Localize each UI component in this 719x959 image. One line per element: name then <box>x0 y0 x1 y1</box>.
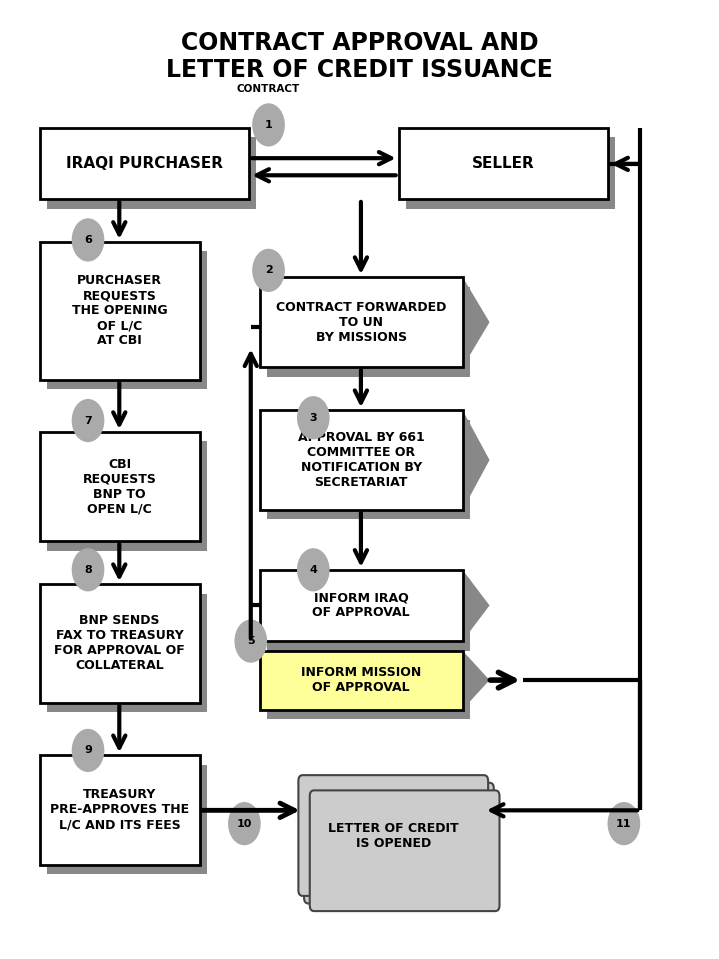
FancyBboxPatch shape <box>47 764 206 874</box>
Circle shape <box>73 219 104 261</box>
Text: CONTRACT FORWARDED
TO UN
BY MISSIONS: CONTRACT FORWARDED TO UN BY MISSIONS <box>276 301 446 343</box>
Circle shape <box>253 249 284 292</box>
Polygon shape <box>462 650 490 710</box>
Text: SELLER: SELLER <box>472 156 535 171</box>
FancyBboxPatch shape <box>310 790 500 911</box>
FancyBboxPatch shape <box>47 594 206 713</box>
FancyBboxPatch shape <box>260 410 462 510</box>
FancyBboxPatch shape <box>304 783 494 903</box>
Text: BNP SENDS
FAX TO TREASURY
FOR APPROVAL OF
COLLATERAL: BNP SENDS FAX TO TREASURY FOR APPROVAL O… <box>54 615 185 672</box>
Circle shape <box>608 803 639 845</box>
Text: INFORM IRAQ
OF APPROVAL: INFORM IRAQ OF APPROVAL <box>313 592 410 620</box>
Polygon shape <box>462 410 490 510</box>
FancyBboxPatch shape <box>267 579 470 650</box>
Text: 3: 3 <box>309 412 317 423</box>
Text: 11: 11 <box>616 819 631 829</box>
Text: CBI
REQUESTS
BNP TO
OPEN L/C: CBI REQUESTS BNP TO OPEN L/C <box>83 457 157 516</box>
Circle shape <box>253 104 284 146</box>
FancyBboxPatch shape <box>298 775 488 896</box>
Text: CONTRACT APPROVAL AND
LETTER OF CREDIT ISSUANCE: CONTRACT APPROVAL AND LETTER OF CREDIT I… <box>166 31 553 82</box>
FancyBboxPatch shape <box>40 584 200 703</box>
FancyBboxPatch shape <box>260 570 462 642</box>
Text: PURCHASER
REQUESTS
THE OPENING
OF L/C
AT CBI: PURCHASER REQUESTS THE OPENING OF L/C AT… <box>72 274 168 347</box>
Text: 8: 8 <box>84 565 92 574</box>
Text: 2: 2 <box>265 266 273 275</box>
Text: INFORM MISSION
OF APPROVAL: INFORM MISSION OF APPROVAL <box>301 667 421 694</box>
Text: APPROVAL BY 661
COMMITTEE OR
NOTIFICATION BY
SECRETARIAT: APPROVAL BY 661 COMMITTEE OR NOTIFICATIO… <box>298 431 425 489</box>
Circle shape <box>73 730 104 771</box>
FancyBboxPatch shape <box>47 137 257 208</box>
FancyBboxPatch shape <box>40 242 200 380</box>
FancyBboxPatch shape <box>40 755 200 864</box>
Text: IRAQI PURCHASER: IRAQI PURCHASER <box>66 156 223 171</box>
Text: 6: 6 <box>84 235 92 245</box>
Text: 1: 1 <box>265 120 273 129</box>
Text: 10: 10 <box>237 819 252 829</box>
FancyBboxPatch shape <box>260 650 462 710</box>
FancyBboxPatch shape <box>267 287 470 377</box>
Polygon shape <box>462 570 490 642</box>
FancyBboxPatch shape <box>47 441 206 550</box>
Text: 4: 4 <box>309 565 317 574</box>
FancyBboxPatch shape <box>398 128 608 199</box>
Circle shape <box>298 549 329 591</box>
Text: 7: 7 <box>84 415 92 426</box>
FancyBboxPatch shape <box>40 128 249 199</box>
FancyBboxPatch shape <box>47 251 206 389</box>
Circle shape <box>235 620 267 662</box>
Text: 5: 5 <box>247 636 255 646</box>
FancyBboxPatch shape <box>260 277 462 367</box>
Text: 9: 9 <box>84 745 92 756</box>
Circle shape <box>229 803 260 845</box>
FancyBboxPatch shape <box>406 137 615 208</box>
Text: CONTRACT: CONTRACT <box>237 84 300 95</box>
Circle shape <box>73 400 104 441</box>
Polygon shape <box>462 277 490 367</box>
Circle shape <box>298 397 329 438</box>
FancyBboxPatch shape <box>267 420 470 520</box>
Text: LETTER OF CREDIT
IS OPENED: LETTER OF CREDIT IS OPENED <box>328 822 459 850</box>
Text: TREASURY
PRE-APPROVES THE
L/C AND ITS FEES: TREASURY PRE-APPROVES THE L/C AND ITS FE… <box>50 788 189 831</box>
Circle shape <box>73 549 104 591</box>
FancyBboxPatch shape <box>267 660 470 719</box>
FancyBboxPatch shape <box>40 432 200 541</box>
